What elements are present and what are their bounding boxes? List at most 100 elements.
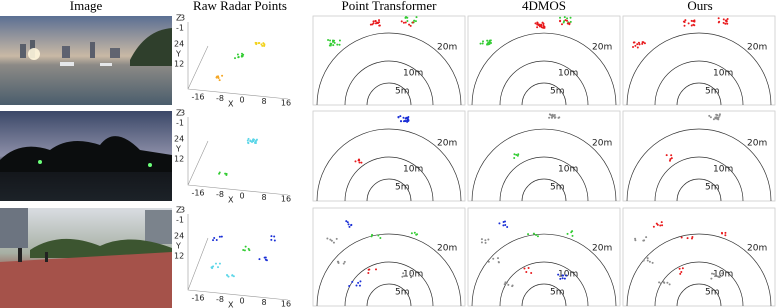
- point: [217, 77, 220, 80]
- z-label: Z: [176, 14, 182, 23]
- range-label: 20m: [747, 244, 767, 254]
- point: [399, 115, 402, 118]
- range-ring: [654, 60, 744, 106]
- range-ring: [676, 283, 722, 307]
- point: [527, 233, 530, 236]
- point: [247, 247, 250, 250]
- y-tick-label: 24: [174, 40, 184, 49]
- point: [351, 280, 354, 283]
- point: [646, 259, 649, 262]
- point: [562, 274, 565, 277]
- point: [397, 116, 400, 119]
- panel-frame: [622, 207, 776, 307]
- axis-frame: [187, 214, 289, 301]
- point: [213, 236, 216, 239]
- point: [498, 222, 501, 225]
- point: [378, 19, 381, 22]
- range-label: 10m: [558, 69, 578, 79]
- point: [482, 40, 485, 43]
- x-tick-label: -8: [216, 295, 224, 304]
- point: [347, 223, 350, 226]
- point: [724, 19, 727, 22]
- range-label: 10m: [558, 165, 578, 175]
- point: [416, 233, 419, 236]
- point: [561, 277, 564, 280]
- point: [327, 39, 330, 42]
- point: [678, 267, 681, 270]
- x-tick-label: 8: [261, 97, 266, 106]
- point: [402, 272, 405, 275]
- point: [263, 43, 266, 46]
- point: [368, 268, 371, 271]
- panel-frame: [467, 110, 621, 202]
- point: [492, 257, 495, 260]
- point: [246, 139, 249, 142]
- point: [377, 234, 380, 237]
- point: [273, 235, 276, 238]
- y-tick-label: 24: [174, 135, 184, 144]
- point: [636, 43, 639, 46]
- panel-frame: [312, 15, 466, 106]
- point: [247, 137, 250, 140]
- point: [379, 237, 382, 240]
- point: [513, 153, 516, 156]
- point: [717, 17, 720, 20]
- point: [486, 39, 489, 42]
- x-tick-label: 16: [281, 195, 291, 204]
- x-tick-label: -16: [191, 93, 204, 102]
- axis-frame: [187, 117, 289, 196]
- range-ring: [499, 156, 589, 202]
- point: [642, 259, 645, 262]
- y-tick-label: 12: [174, 155, 184, 164]
- point: [662, 281, 665, 284]
- range-ring: [499, 261, 589, 307]
- point: [645, 236, 648, 239]
- point: [488, 39, 491, 42]
- x-label: X: [228, 196, 234, 205]
- point: [336, 260, 339, 263]
- point: [571, 234, 574, 237]
- y-label: Y: [175, 145, 181, 154]
- point: [250, 140, 253, 143]
- point: [559, 16, 562, 19]
- point: [690, 19, 693, 22]
- point: [722, 21, 725, 24]
- point: [343, 260, 346, 263]
- point: [240, 54, 243, 57]
- z-label: Z: [176, 206, 182, 215]
- point: [532, 232, 535, 235]
- point: [411, 274, 414, 277]
- point: [413, 231, 416, 234]
- x-label: X: [228, 301, 234, 308]
- point: [378, 24, 381, 27]
- x-tick-label: 8: [261, 193, 266, 202]
- point: [665, 154, 668, 157]
- point: [488, 41, 491, 44]
- point: [357, 158, 360, 161]
- z-tick-label: -1: [176, 119, 184, 128]
- range-ring: [499, 60, 589, 106]
- point: [569, 16, 572, 19]
- point: [651, 261, 654, 264]
- panel-frame: [622, 110, 776, 202]
- point: [534, 22, 537, 25]
- range-ring: [471, 128, 617, 202]
- point: [487, 41, 490, 44]
- point: [717, 21, 720, 24]
- z-tick-label: -1: [176, 24, 184, 33]
- point: [350, 223, 353, 226]
- point: [264, 256, 267, 259]
- point: [406, 16, 409, 19]
- point: [690, 24, 693, 27]
- z-tick-label: -1: [176, 216, 184, 225]
- point: [254, 142, 257, 145]
- point: [513, 157, 516, 160]
- point: [506, 225, 509, 228]
- point: [329, 44, 332, 47]
- range-label: 5m: [550, 183, 565, 193]
- point: [686, 237, 689, 240]
- point: [637, 41, 640, 44]
- x-tick-label: -8: [216, 94, 224, 103]
- point: [355, 284, 358, 287]
- point: [374, 19, 377, 22]
